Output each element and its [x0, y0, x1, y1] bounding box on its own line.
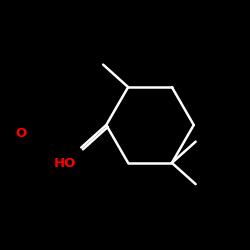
Text: HO: HO: [54, 157, 76, 170]
Text: O: O: [15, 127, 26, 140]
